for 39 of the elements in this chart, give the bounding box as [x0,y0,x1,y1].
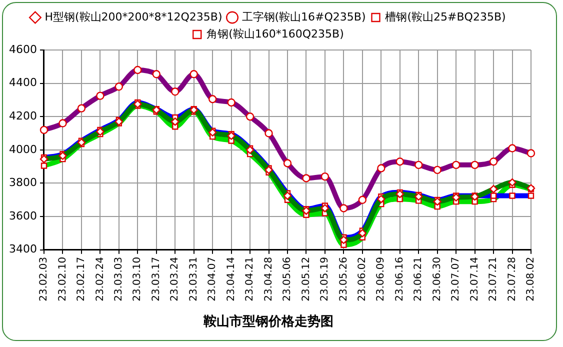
y-tick-label: 3400 [8,242,37,256]
x-tick-label: 23.05.19 [320,256,331,302]
x-tick-label: 23.06.21 [413,256,424,302]
x-tick-label: 23.03.24 [170,256,181,302]
x-tick-label: 23.05.06 [282,256,294,302]
legend-label: 角钢(鞍山160*160Q235B) [206,27,344,40]
x-tick-label: 23.03.10 [132,256,144,302]
y-tick-label: 4400 [8,76,37,90]
x-tick-label: 23.06.30 [432,256,443,302]
x-tick-label: 23.07.21 [488,256,500,302]
x-tick-label: 23.06.09 [376,256,387,302]
y-tick-label: 3600 [8,209,37,222]
x-tick-label: 23.07.14 [469,256,480,302]
x-tick-label: 23.04.07 [207,256,218,302]
x-tick-label: 23.06.16 [394,256,406,302]
x-tick-label: 23.04.21 [244,256,256,302]
y-tick-label: 4200 [8,109,37,122]
x-tick-label: 23.02.10 [57,256,68,302]
x-tick-label: 23.02.17 [76,256,88,302]
x-tick-label: 23.03.03 [114,256,125,302]
y-tick-label: 3800 [8,176,37,190]
y-tick-label: 4600 [8,42,37,56]
x-tick-label: 23.08.02 [526,256,537,302]
x-tick-label: 23.05.26 [338,256,350,302]
legend-label: H型钢(鞍山200*200*8*12Q235B) [44,10,222,24]
legend-label: 槽钢(鞍山25#BQ235B) [385,10,506,24]
x-tick-label: 23.07.07 [450,256,462,302]
x-tick-label: 23.05.12 [300,256,312,302]
x-tick-label: 23.02.03 [38,256,50,302]
x-tick-label: 23.06.02 [357,256,368,302]
x-tick-label: 23.02.24 [94,256,106,302]
x-tick-label: 23.04.28 [263,256,274,302]
x-tick-label: 23.03.17 [150,256,162,302]
text: 鞍山市型钢价格走势图 [202,314,334,330]
x-tick-label: 23.04.14 [226,256,237,302]
legend-label: 工字钢(鞍山16#Q235B) [242,10,366,24]
x-tick-label: 23.07.28 [506,256,518,302]
y-tick-label: 4000 [8,142,37,156]
x-tick-label: 23.03.31 [188,256,200,302]
